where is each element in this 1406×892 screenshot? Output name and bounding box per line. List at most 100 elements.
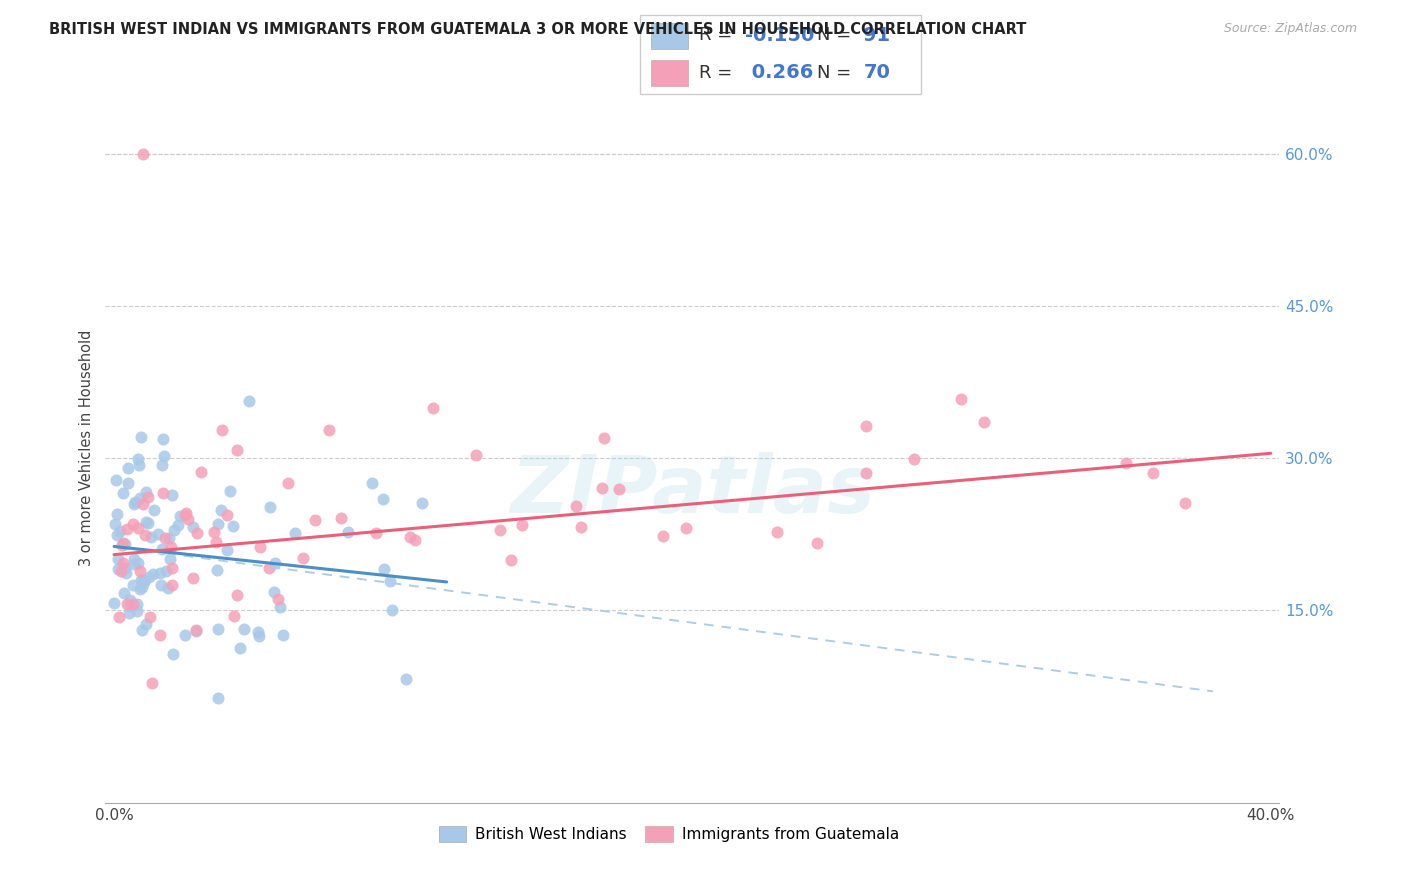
Point [117,461,139,475]
Point [129,491,152,506]
FancyBboxPatch shape [640,15,921,94]
Point [127,556,149,570]
Point [159,541,181,555]
Point [364,526,387,541]
Point [118,606,141,620]
Point [219,483,242,498]
Point [489,523,512,537]
Point [152,432,174,446]
Point [152,485,174,500]
Text: N =: N = [817,64,856,82]
Point [766,524,789,539]
Point [205,534,228,549]
Point [129,564,152,578]
Point [114,561,136,575]
Point [122,577,145,591]
Point [127,521,149,535]
Point [134,528,156,542]
Point [205,563,228,577]
Point [1174,496,1197,510]
Point [211,424,233,438]
Point [129,430,152,444]
Point [233,623,256,637]
Point [422,401,444,415]
Point [267,592,290,607]
Point [131,580,153,594]
Point [112,586,135,600]
Point [226,442,249,457]
FancyBboxPatch shape [651,23,688,49]
Point [124,495,146,509]
Point [117,598,139,612]
Point [371,492,394,507]
Point [159,552,181,566]
Point [607,482,630,496]
Point [134,574,156,589]
Point [229,641,252,656]
Point [155,531,177,545]
Point [132,147,155,161]
Point [202,524,225,539]
Point [142,503,165,517]
Point [127,452,149,467]
Point [1115,457,1137,471]
Point [135,616,157,631]
Point [337,524,360,539]
Point [330,511,353,525]
Point [138,570,160,584]
Point [318,423,340,437]
FancyBboxPatch shape [651,60,688,86]
Text: Source: ZipAtlas.com: Source: ZipAtlas.com [1223,22,1357,36]
Point [591,482,613,496]
Point [263,585,285,599]
Point [110,524,132,538]
Point [105,473,128,487]
Text: 70: 70 [863,63,890,82]
Point [138,609,160,624]
Text: N =: N = [817,26,856,45]
Point [114,537,136,551]
Point [120,592,142,607]
Point [174,506,197,520]
Point [395,672,418,686]
Text: -0.150: -0.150 [745,26,814,45]
Point [105,528,128,542]
Point [292,550,315,565]
Text: 91: 91 [863,26,890,45]
Point [404,533,426,548]
Point [238,394,260,409]
Legend: British West Indians, Immigrants from Guatemala: British West Indians, Immigrants from Gu… [433,820,905,848]
Point [184,624,207,639]
Point [222,519,245,533]
Point [510,518,533,533]
Point [122,497,145,511]
Point [169,509,191,524]
Point [150,458,173,472]
Point [149,577,172,591]
Point [259,500,281,514]
Point [132,497,155,511]
Point [127,604,149,618]
Y-axis label: 3 or more Vehicles in Household: 3 or more Vehicles in Household [79,330,94,566]
Point [107,551,129,566]
Point [215,543,238,558]
Point [166,517,188,532]
Point [124,557,146,571]
Point [277,475,299,490]
Point [131,623,153,637]
Point [107,562,129,576]
Point [465,448,488,462]
Point [269,600,291,615]
Point [249,540,271,554]
Point [108,609,131,624]
Point [173,628,195,642]
Point [381,603,404,617]
Point [284,525,307,540]
Point [207,516,229,531]
Point [122,517,145,532]
Point [153,449,176,463]
Point [564,499,586,513]
Text: R =: R = [699,64,738,82]
Point [135,484,157,499]
Point [132,574,155,588]
